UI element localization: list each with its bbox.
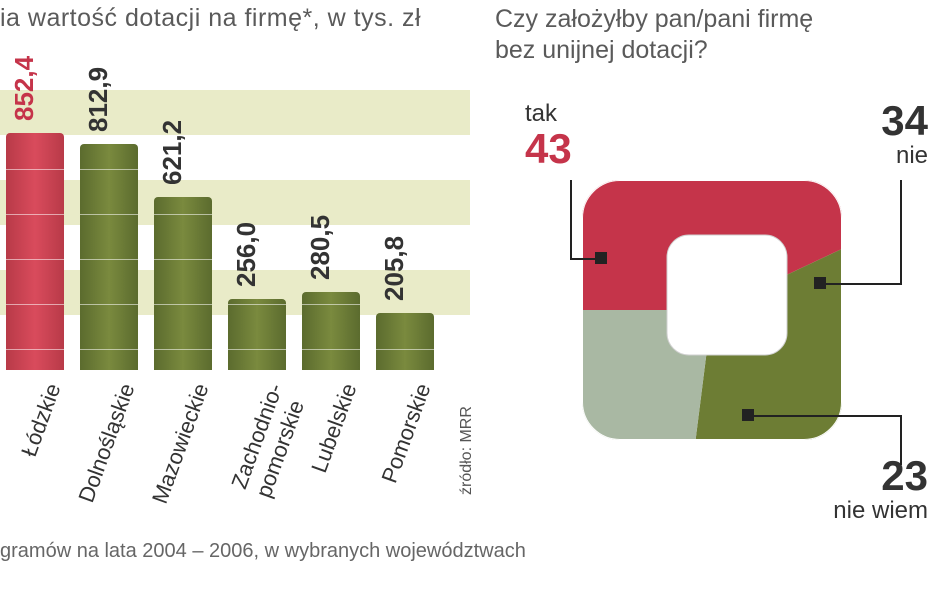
donut-lead-niewiem-h [748,415,902,417]
donut-lead-niewiem [900,415,902,465]
donut-marker-tak [595,252,607,264]
bar-chart-title: ia wartość dotacji na firmę*, w tys. zł [0,4,421,33]
donut-title: Czy założyłby pan/pani firmę bez unijnej… [495,4,813,67]
donut-label-tak-word: tak [525,100,572,128]
donut-label-nie-value: 34 [881,100,928,142]
donut-label-nie-word: nie [881,142,928,170]
bar-chart-source: źródło: MRR [458,406,476,495]
donut-label-tak-value: 43 [525,128,572,170]
donut-label-niewiem-word: nie wiem [833,497,928,525]
donut-lead-tak [570,180,572,260]
donut-marker-niewiem [742,409,754,421]
donut-label-niewiem-value: 23 [833,455,928,497]
donut-marker-nie [814,277,826,289]
donut-title-line2: bez unijnej dotacji? [495,36,708,64]
donut-lead-nie [900,180,902,285]
donut-label-niewiem: 23 nie wiem [833,455,928,525]
donut-lead-nie-h [820,283,902,285]
bar-0: 852,4 [6,73,64,370]
bar-chart-footnote: gramów na lata 2004 – 2006, w wybranych … [0,540,526,563]
donut-label-tak: tak 43 [525,100,572,170]
donut-title-line1: Czy założyłby pan/pani firmę [495,5,813,33]
bar-2: 621,2 [154,137,212,370]
donut-label-nie: 34 nie [881,100,928,170]
